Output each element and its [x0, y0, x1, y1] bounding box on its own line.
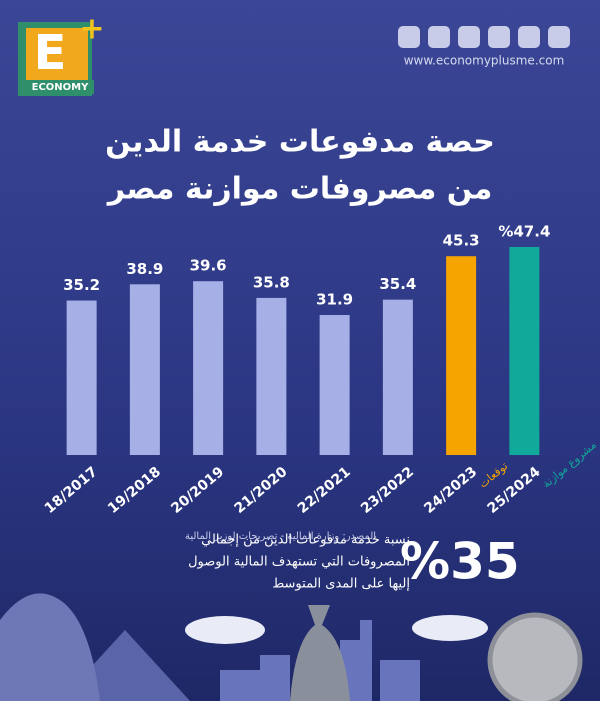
coin — [487, 612, 583, 701]
scene — [0, 593, 583, 701]
website[interactable]: www.economyplusme.com — [404, 54, 565, 68]
social-icons — [398, 26, 570, 48]
cloud — [185, 616, 265, 644]
stat-text: المصروفات التي تستهدف المالية الوصول — [188, 555, 410, 570]
bar — [256, 297, 287, 455]
value-label: 35.2 — [63, 276, 100, 294]
stat-text: إليها على المدى المتوسط — [272, 577, 410, 592]
bar — [66, 300, 97, 455]
bar — [193, 281, 224, 455]
chart-title: حصة مدفوعات خدمة الدين — [105, 125, 495, 160]
social-icon[interactable] — [428, 26, 450, 48]
bar — [509, 247, 540, 455]
sphinx — [0, 593, 100, 701]
source: المصدر: وزارة المالية - تصريحات لوزير ال… — [185, 531, 376, 542]
stat: %35 — [400, 533, 520, 591]
social-icon[interactable] — [398, 26, 420, 48]
social-icon[interactable] — [458, 26, 480, 48]
skyline — [220, 620, 420, 701]
logo-plus: + — [79, 12, 104, 47]
value-label: 38.9 — [126, 260, 163, 278]
value-label: 31.9 — [316, 291, 353, 309]
value-label: 35.8 — [253, 273, 290, 291]
social-icon[interactable] — [548, 26, 570, 48]
value-label: 39.6 — [190, 257, 227, 275]
bar — [446, 256, 477, 455]
cloud — [412, 615, 488, 641]
social-icon[interactable] — [518, 26, 540, 48]
logo-inner — [26, 28, 88, 90]
bar — [382, 299, 413, 455]
stat-text: نسبة خدمة مدفوعات الدين من إجمالي — [201, 533, 410, 548]
value-label: 45.3 — [443, 232, 480, 250]
money-bag — [290, 605, 350, 701]
value-label: %47.4 — [498, 223, 550, 241]
value-label: 35.4 — [379, 275, 416, 293]
social-icon[interactable] — [488, 26, 510, 48]
logo-brand: ECONOMY — [32, 82, 89, 93]
bar — [319, 315, 350, 455]
logo-letter: E — [34, 25, 67, 81]
chart-title: من مصروفات موازنة مصر — [106, 172, 493, 207]
bar — [129, 284, 160, 455]
logo-band — [26, 80, 94, 94]
logo: E + ECONOMY — [18, 12, 105, 96]
